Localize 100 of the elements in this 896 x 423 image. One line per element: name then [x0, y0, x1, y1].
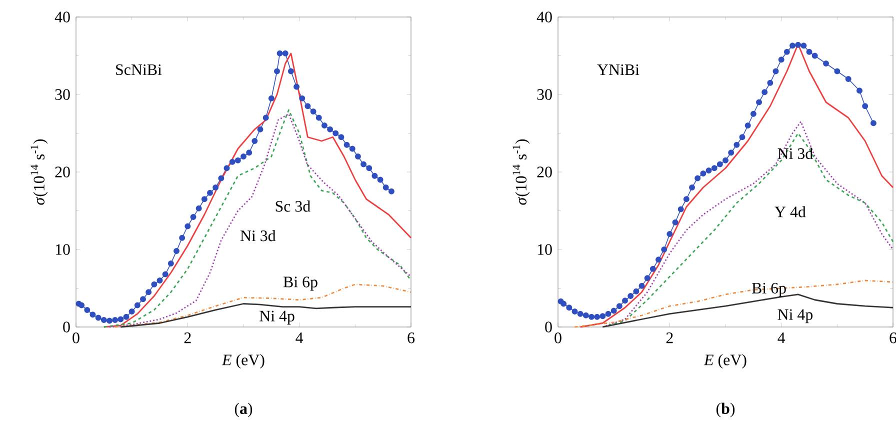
point: [689, 184, 696, 190]
point: [360, 161, 367, 168]
point: [123, 314, 130, 320]
point: [845, 76, 852, 82]
point: [128, 308, 135, 314]
point: [666, 231, 673, 237]
point: [304, 103, 311, 110]
point: [156, 278, 163, 284]
x-tick-label: 4: [296, 332, 304, 344]
annotation: Sc 3d: [276, 200, 310, 212]
point: [750, 110, 756, 117]
point: [650, 266, 656, 272]
point: [594, 314, 600, 320]
point: [310, 108, 316, 115]
y-tick-label: 0: [545, 322, 552, 332]
point: [246, 150, 252, 156]
point: [344, 142, 350, 148]
point: [276, 50, 283, 56]
point: [106, 318, 112, 324]
point: [622, 298, 628, 304]
point: [382, 184, 389, 190]
point: [767, 80, 774, 86]
y-tick-label: 30: [537, 89, 552, 100]
text: (b): [716, 402, 735, 418]
point: [299, 95, 306, 102]
point: [711, 165, 718, 172]
point: [257, 126, 264, 132]
point: [349, 146, 356, 152]
annotation: Ni 3d: [240, 230, 276, 242]
point: [678, 206, 684, 212]
point: [377, 176, 384, 183]
annotation: Ni 4p: [260, 310, 294, 325]
point: [224, 165, 230, 172]
point: [856, 88, 863, 94]
point: [288, 68, 294, 74]
y-tick-label: 20: [537, 166, 552, 178]
point: [628, 293, 634, 299]
point: [268, 95, 274, 102]
point: [372, 172, 378, 179]
point: [700, 170, 706, 177]
point: [566, 304, 572, 311]
point: [240, 154, 246, 160]
point: [728, 150, 734, 156]
y-tick-label: 40: [54, 12, 70, 22]
point: [572, 308, 578, 314]
point: [316, 114, 322, 121]
annotation: Ni 3d: [778, 148, 813, 160]
point: [162, 271, 168, 278]
point: [84, 306, 90, 313]
point: [560, 300, 567, 307]
y-tick-label: 30: [55, 89, 70, 100]
point: [134, 302, 140, 308]
point: [207, 190, 213, 196]
point: [694, 175, 701, 182]
point: [734, 142, 740, 148]
x-axis-title: E (eV): [704, 354, 746, 369]
line-series: [120, 303, 412, 328]
point: [633, 288, 640, 294]
point: [784, 48, 790, 55]
annotation: Bi 6p: [752, 282, 786, 297]
point: [772, 68, 779, 74]
point: [656, 256, 662, 263]
point: [756, 99, 762, 106]
point: [834, 68, 840, 74]
point: [327, 126, 334, 132]
point: [196, 205, 202, 212]
point: [274, 68, 280, 74]
point: [212, 184, 219, 190]
point: [577, 310, 584, 317]
y-tick-label: 40: [536, 12, 552, 22]
point: [354, 154, 361, 160]
point: [90, 312, 96, 318]
point: [201, 196, 208, 202]
point: [388, 188, 394, 194]
point: [672, 219, 678, 226]
point: [95, 314, 102, 321]
point: [870, 120, 876, 126]
point: [366, 165, 372, 172]
point: [112, 317, 118, 324]
point: [100, 317, 107, 324]
point: [661, 246, 668, 252]
annotation: Bi 6p: [283, 276, 318, 291]
x-tick-label: 0: [554, 332, 562, 344]
y-axis-title: σ(10$^{14}$ s$^{-1}$): [512, 139, 530, 205]
text: (a): [234, 402, 252, 418]
point: [582, 312, 589, 318]
point: [78, 302, 85, 308]
point: [184, 223, 191, 230]
x-axis-title: E (eV): [222, 354, 264, 369]
point: [823, 60, 830, 66]
point: [179, 234, 186, 241]
point: [262, 114, 269, 121]
point: [716, 161, 723, 168]
point: [739, 134, 746, 140]
point: [229, 158, 236, 165]
point: [644, 275, 650, 282]
point: [800, 42, 807, 49]
text: ScNiBi: [116, 64, 162, 76]
point: [190, 214, 196, 220]
point: [744, 122, 751, 128]
